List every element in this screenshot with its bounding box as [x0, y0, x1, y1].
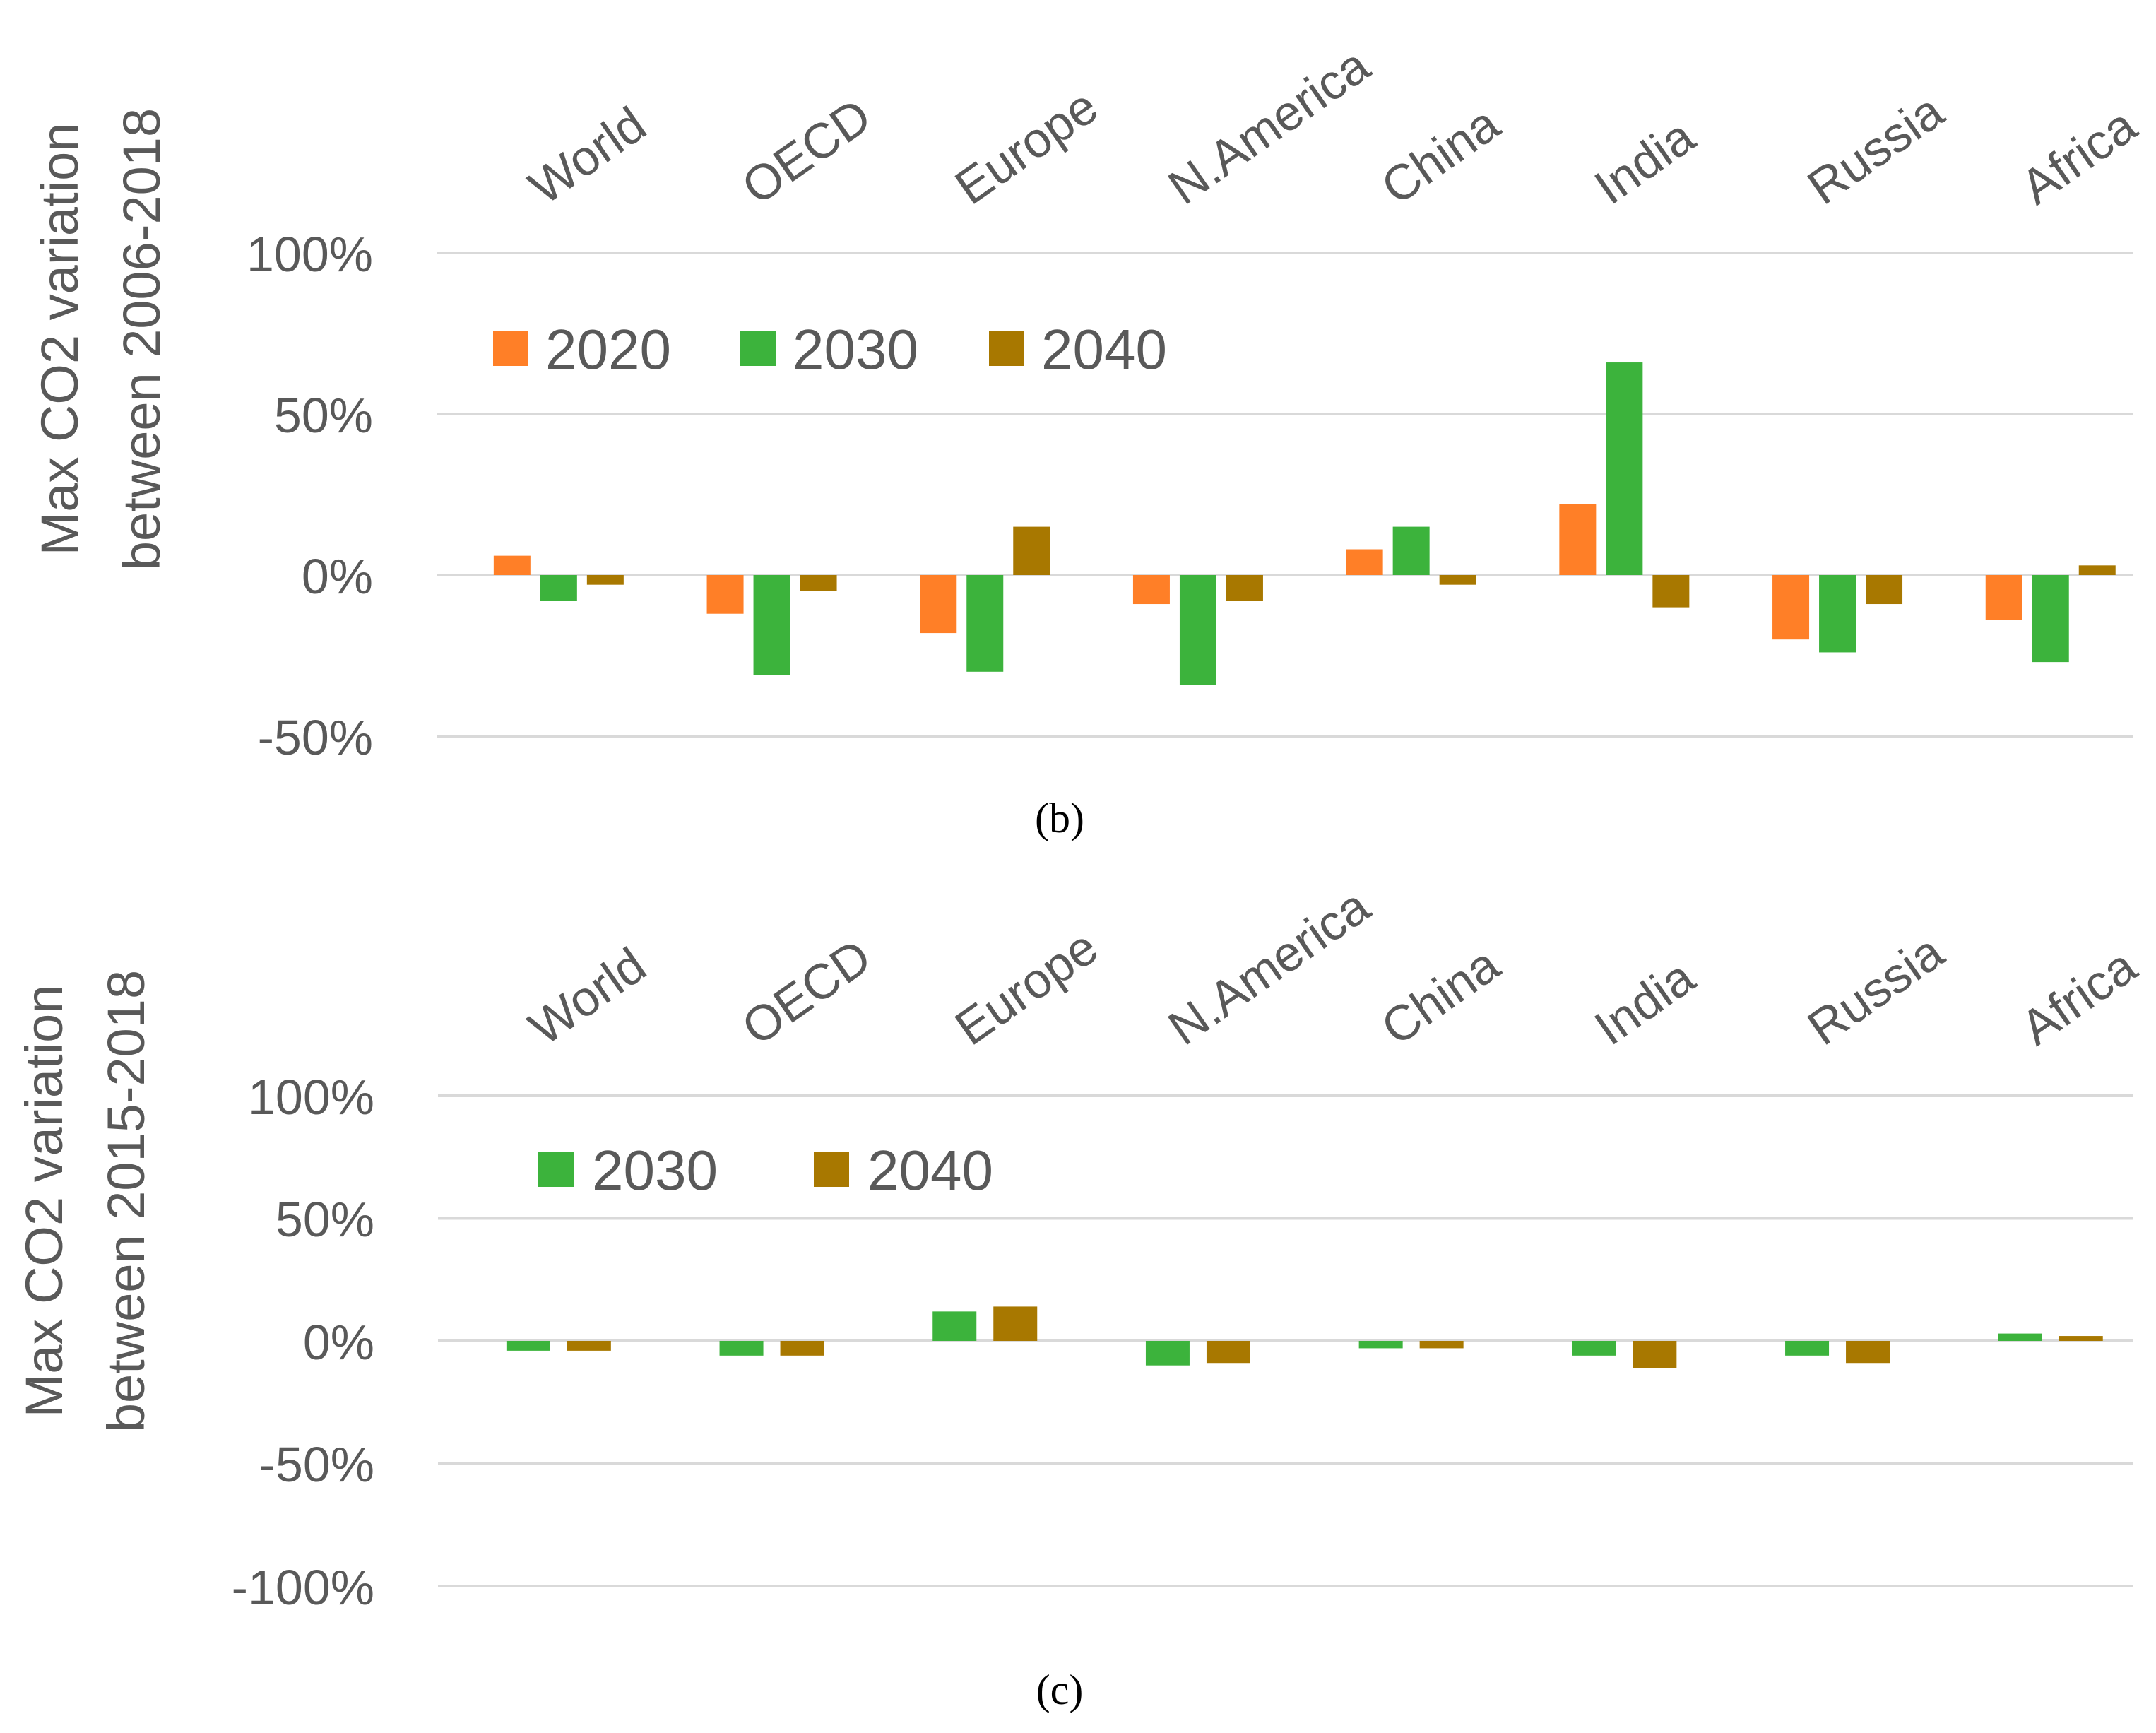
chart-b: Max CO2 variation between 2006-2018 100%…	[30, 37, 2146, 841]
x-tick-label: N.America	[1159, 37, 1379, 215]
bar-2020-africa	[1985, 575, 2022, 620]
bar-2040-oecd	[800, 575, 837, 591]
legend-swatch-2030	[740, 331, 776, 366]
y-tick-label: 100%	[248, 1070, 374, 1125]
bar-2040-oecd	[780, 1341, 824, 1356]
bar-2020-russia	[1772, 575, 1810, 640]
x-tick-label: World	[519, 96, 656, 215]
bar-2030-n-america	[1145, 1341, 1190, 1366]
bar-2040-china	[1419, 1341, 1464, 1349]
x-tick-label: OECD	[732, 928, 880, 1055]
bar-2040-africa	[2078, 565, 2116, 575]
bar-2030-russia	[1785, 1341, 1830, 1356]
bar-2040-n-america	[1226, 575, 1263, 601]
x-tick-label: Europe	[945, 78, 1108, 215]
bar-2040-russia	[1846, 1341, 1890, 1364]
bar-2030-china	[1392, 526, 1430, 575]
chart-c: Max CO2 variation between 2015-2018 100%…	[15, 878, 2146, 1713]
bar-2030-world	[540, 575, 577, 601]
x-tick-label: World	[519, 937, 656, 1055]
bar-2020-oecd	[706, 575, 744, 614]
legend: 2030 2040	[538, 1139, 993, 1202]
legend-label-2020: 2020	[545, 318, 671, 381]
bar-2040-n-america	[1206, 1341, 1250, 1364]
bar-2040-europe	[1013, 526, 1050, 575]
y-tick-label: 50%	[276, 1192, 374, 1247]
x-tick-label: N.America	[1159, 878, 1379, 1055]
y-tick-label: -50%	[258, 710, 373, 765]
x-tick-label: China	[1372, 936, 1510, 1055]
bar-2030-oecd	[719, 1341, 764, 1356]
bar-2020-europe	[920, 575, 957, 634]
bar-2030-russia	[1819, 575, 1856, 653]
legend-swatch-2040	[989, 331, 1024, 366]
panel-label-b: (b)	[1035, 795, 1084, 841]
y-axis-title-line1: Max CO2 variation	[15, 985, 73, 1418]
bar-2040-world	[567, 1341, 611, 1351]
bar-2030-africa	[1998, 1333, 2042, 1341]
x-tick-label: Africa	[2011, 97, 2146, 215]
bar-2030-europe	[932, 1311, 977, 1341]
bar-2030-oecd	[753, 575, 790, 675]
x-tick-label: Russia	[1798, 83, 1953, 215]
bar-2040-africa	[2059, 1336, 2103, 1341]
bar-2030-china	[1358, 1341, 1403, 1349]
x-tick-label: China	[1372, 95, 1510, 215]
legend-swatch-2030	[538, 1152, 574, 1187]
legend-label-2040: 2040	[867, 1139, 993, 1202]
x-tick-label: India	[1585, 108, 1704, 215]
bar-2030-africa	[2032, 575, 2069, 663]
y-tick-label: 0%	[302, 549, 373, 604]
bar-2020-n-america	[1132, 575, 1170, 605]
bar-2040-india	[1652, 575, 1690, 608]
legend-swatch-2020	[493, 331, 528, 366]
x-tick-label: Russia	[1798, 924, 1953, 1056]
y-axis-title-line2: between 2015-2018	[97, 970, 155, 1432]
y-tick-label: 50%	[274, 388, 373, 443]
legend-label-2040: 2040	[1041, 318, 1167, 381]
bar-2020-world	[493, 555, 531, 575]
x-tick-label: India	[1585, 949, 1704, 1055]
bar-2020-china	[1346, 549, 1383, 575]
bar-2030-india	[1606, 362, 1643, 575]
bar-2030-india	[1572, 1341, 1616, 1356]
legend-label-2030: 2030	[592, 1139, 718, 1202]
y-axis-title-line1: Max CO2 variation	[30, 123, 89, 556]
y-axis-title-line2: between 2006-2018	[112, 108, 171, 570]
y-tick-label: -100%	[232, 1560, 374, 1615]
bar-2030-world	[506, 1341, 550, 1351]
bar-2040-russia	[1866, 575, 1903, 605]
panel-label-c: (c)	[1036, 1667, 1084, 1713]
bar-2040-world	[586, 575, 624, 585]
bar-2040-europe	[993, 1306, 1038, 1341]
y-tick-label: -50%	[259, 1437, 374, 1492]
x-tick-label: Europe	[945, 919, 1108, 1055]
x-tick-label: Africa	[2011, 938, 2146, 1056]
legend: 2020 2030 2040	[493, 318, 1167, 381]
y-tick-label: 0%	[303, 1315, 374, 1370]
bar-2030-n-america	[1179, 575, 1216, 685]
legend-swatch-2040	[814, 1152, 849, 1187]
bar-2040-india	[1633, 1341, 1677, 1368]
bar-2030-europe	[966, 575, 1004, 672]
bar-2040-china	[1439, 575, 1476, 585]
x-tick-label: OECD	[732, 88, 880, 215]
bar-2020-india	[1559, 504, 1597, 575]
legend-label-2030: 2030	[793, 318, 918, 381]
y-tick-label: 100%	[247, 227, 373, 282]
